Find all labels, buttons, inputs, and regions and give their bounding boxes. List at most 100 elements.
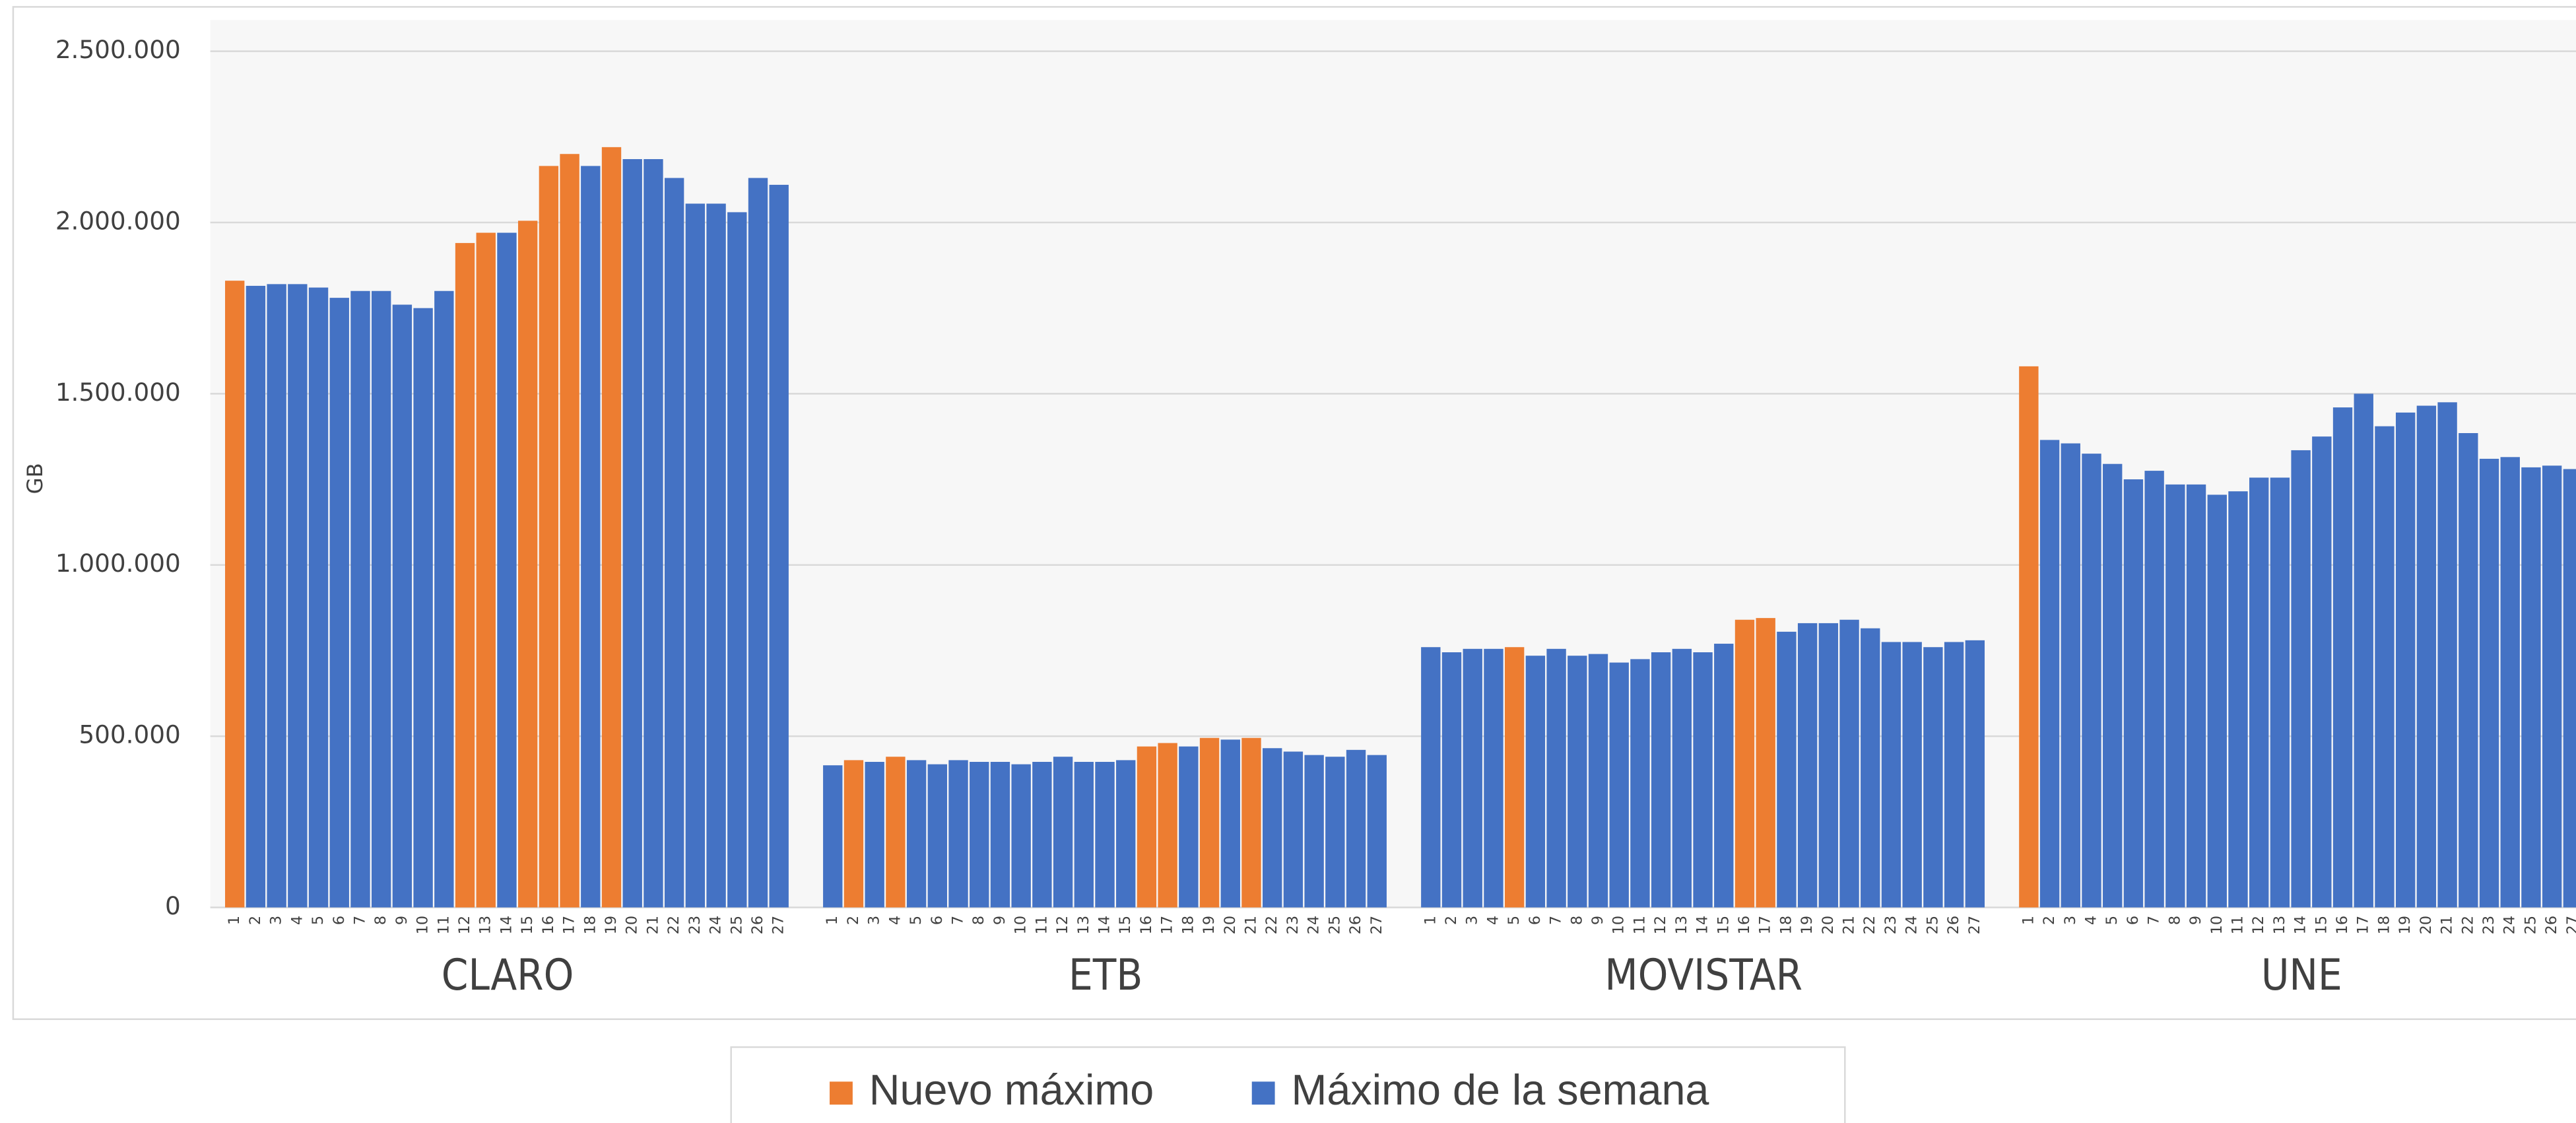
x-tick-label: 25 <box>1924 916 1941 935</box>
x-tick-label: 7 <box>1548 916 1565 925</box>
y-tick-label: 500.000 <box>79 720 180 749</box>
x-tick-label: 26 <box>2543 916 2560 935</box>
group-label: MOVISTAR <box>1604 951 1802 1000</box>
bar <box>2437 402 2457 908</box>
bar <box>1902 642 1922 908</box>
x-tick-label: 15 <box>1117 916 1134 935</box>
legend-marker <box>1251 1081 1275 1105</box>
bar <box>2103 463 2123 908</box>
x-tick-label: 5 <box>1505 916 1523 925</box>
bar <box>1588 654 1608 908</box>
bar <box>225 281 245 908</box>
bar <box>1651 652 1671 908</box>
x-tick-label: 10 <box>1610 916 1628 935</box>
bar <box>1304 755 1324 908</box>
x-tick-label: 18 <box>1179 916 1197 935</box>
y-tick-label: 2.000.000 <box>55 206 181 235</box>
y-tick-label: 2.500.000 <box>55 35 181 64</box>
x-tick-label: 6 <box>2125 916 2142 925</box>
x-tick-label: 20 <box>624 916 641 935</box>
bar <box>1263 748 1282 908</box>
bar <box>434 290 454 908</box>
x-tick-label: 19 <box>1201 916 1218 935</box>
bar <box>455 243 475 908</box>
x-tick-label: 3 <box>866 916 883 925</box>
x-tick-label: 13 <box>1075 916 1092 935</box>
bar <box>2354 393 2373 908</box>
x-tick-label: 6 <box>1527 916 1544 925</box>
bar <box>1116 760 1136 908</box>
bar <box>2249 477 2269 908</box>
x-tick-label: 22 <box>665 916 682 935</box>
x-tick-label: 14 <box>1096 916 1113 935</box>
bar <box>2207 494 2227 908</box>
bar <box>1839 619 1859 908</box>
x-tick-label: 24 <box>1305 916 1323 935</box>
legend-box <box>730 1046 1846 1123</box>
x-tick-label: 17 <box>1159 916 1176 935</box>
x-tick-label: 12 <box>456 916 473 935</box>
x-tick-label: 11 <box>1033 916 1050 935</box>
bar <box>1546 648 1566 908</box>
x-tick-label: 4 <box>886 916 904 925</box>
x-tick-label: 3 <box>268 916 285 925</box>
x-tick-label: 14 <box>1694 916 1711 935</box>
x-tick-label: 8 <box>2166 916 2183 925</box>
bar <box>1367 755 1387 908</box>
bar <box>2312 436 2332 908</box>
bar <box>246 285 266 908</box>
x-tick-label: 17 <box>1757 916 1774 935</box>
x-tick-label: 23 <box>1284 916 1302 935</box>
x-tick-label: 13 <box>2271 916 2288 935</box>
x-tick-label: 11 <box>2229 916 2246 935</box>
bar <box>1053 757 1073 908</box>
bar <box>990 762 1010 908</box>
x-tick-label: 5 <box>310 916 327 925</box>
bar <box>267 284 286 908</box>
x-tick-label: 9 <box>393 916 411 925</box>
x-tick-label: 24 <box>2501 916 2519 935</box>
x-tick-label: 23 <box>686 916 704 935</box>
bar <box>539 166 559 908</box>
x-tick-label: 13 <box>477 916 494 935</box>
bar <box>2542 465 2562 908</box>
bar <box>1441 652 1462 908</box>
x-tick-label: 2 <box>2041 916 2058 925</box>
bar <box>1630 659 1650 908</box>
x-tick-label: 22 <box>2459 916 2476 935</box>
bar <box>1283 751 1304 908</box>
x-tick-label: 12 <box>2250 916 2267 935</box>
x-tick-label: 27 <box>770 916 787 935</box>
bar <box>1944 642 1964 908</box>
bar <box>517 221 538 908</box>
bar <box>1797 623 1818 908</box>
bar <box>392 304 413 908</box>
group-label: CLARO <box>442 951 574 1000</box>
x-tick-label: 9 <box>991 916 1008 925</box>
bar <box>2082 454 2101 908</box>
x-tick-label: 14 <box>2292 916 2309 935</box>
x-tick-label: 1 <box>2020 916 2037 925</box>
bar <box>2291 450 2311 908</box>
x-tick-label: 20 <box>1820 916 1837 935</box>
bar <box>1158 743 1177 908</box>
bar <box>2332 407 2353 908</box>
x-tick-label: 27 <box>1368 916 1385 935</box>
x-tick-label: 10 <box>2208 916 2226 935</box>
x-tick-label: 25 <box>1326 916 1343 935</box>
x-tick-label: 16 <box>1138 916 1155 935</box>
x-tick-label: 11 <box>435 916 452 935</box>
x-tick-label: 5 <box>2103 916 2121 925</box>
bar <box>685 203 706 908</box>
x-tick-label: 11 <box>1631 916 1648 935</box>
bar <box>769 184 789 908</box>
bar <box>1421 647 1441 908</box>
bar <box>948 760 968 908</box>
bar <box>560 154 579 908</box>
y-tick-label: 1.500.000 <box>55 378 181 407</box>
x-tick-label: 9 <box>2187 916 2204 925</box>
bar <box>497 232 517 908</box>
x-tick-label: 13 <box>1673 916 1690 935</box>
